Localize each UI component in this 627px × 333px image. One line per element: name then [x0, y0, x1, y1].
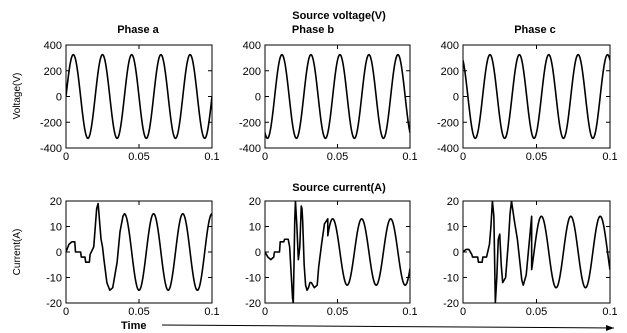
current-a-ytick-label: 0	[56, 247, 62, 259]
voltage-b-ytick-label: 0	[255, 92, 261, 104]
current-a-ytick-label: 20	[50, 196, 62, 208]
voltage-b-ytick-label: 400	[243, 40, 261, 52]
voltage-c-ytick-label: -400	[437, 143, 459, 155]
current-c-ytick-label: -20	[443, 298, 459, 310]
current-c-xtick-label: 0	[460, 306, 466, 318]
voltage-a-xtick-label: 0	[63, 151, 69, 163]
current-c-plot-frame	[462, 200, 611, 304]
current-b-xtick-label: 0.05	[327, 306, 348, 318]
current-c-xtick-label: 0.1	[602, 306, 617, 318]
phase-a-title: Phase a	[117, 24, 159, 36]
phase-b-title: Phase b	[292, 24, 334, 36]
current-b-ytick-label: 10	[249, 222, 261, 234]
current-axis-label: Current(A)	[12, 229, 23, 276]
current-b-plot-frame	[264, 200, 411, 304]
current-a-series-line	[66, 202, 212, 292]
current-group-title: Source current(A)	[292, 182, 386, 194]
voltage-axis-label: Voltage(V)	[12, 73, 23, 120]
voltage-b-xtick-label: 0.05	[327, 151, 348, 163]
voltage-b-ytick-label: -400	[239, 143, 261, 155]
current-b-ytick-label: -20	[245, 298, 261, 310]
current-b-xtick-label: 0	[262, 306, 268, 318]
voltage-b-series-line	[265, 53, 410, 140]
voltage-c-xtick-label: 0.1	[602, 151, 617, 163]
voltage-c-ytick-label: -200	[437, 117, 459, 129]
current-b-series-line	[265, 201, 410, 303]
current-a-ytick-label: -10	[46, 273, 62, 285]
voltage-c-series-line	[463, 53, 610, 140]
voltage-a-xtick-label: 0.1	[204, 151, 219, 163]
voltage-a-ytick-label: -200	[40, 117, 62, 129]
voltage-a-ytick-label: 0	[56, 92, 62, 104]
voltage-c-ytick-label: 0	[453, 92, 459, 104]
current-c-xtick-label: 0.05	[526, 306, 547, 318]
voltage-c-xtick-label: 0	[460, 151, 466, 163]
voltage-group-title: Source voltage(V)	[292, 10, 386, 22]
current-c-ytick-label: -10	[443, 273, 459, 285]
voltage-a-xtick-label: 0.05	[128, 151, 149, 163]
time-axis-arrow	[161, 324, 615, 331]
current-a-ytick-label: -20	[46, 298, 62, 310]
phase-c-title: Phase c	[514, 24, 556, 36]
current-c-series-line	[463, 201, 610, 303]
voltage-b-ytick-label: 200	[243, 66, 261, 78]
voltage-b-ytick-label: -200	[239, 117, 261, 129]
voltage-c-xtick-label: 0.05	[526, 151, 547, 163]
voltage-b-xtick-label: 0.1	[402, 151, 417, 163]
current-b-ytick-label: 20	[249, 196, 261, 208]
time-axis-label: Time	[121, 320, 146, 332]
voltage-c-ytick-label: 200	[441, 66, 459, 78]
current-a-xtick-label: 0.1	[204, 306, 219, 318]
current-c-ytick-label: 0	[453, 247, 459, 259]
current-a-ytick-label: 10	[50, 222, 62, 234]
current-b-xtick-label: 0.1	[402, 306, 417, 318]
current-a-xtick-label: 0	[63, 306, 69, 318]
voltage-a-ytick-label: 400	[44, 40, 62, 52]
voltage-a-series-line	[66, 53, 212, 140]
voltage-b-xtick-label: 0	[262, 151, 268, 163]
current-b-ytick-label: 0	[255, 247, 261, 259]
voltage-c-ytick-label: 400	[441, 40, 459, 52]
current-b-ytick-label: -10	[245, 273, 261, 285]
voltage-a-ytick-label: -400	[40, 143, 62, 155]
current-a-xtick-label: 0.05	[128, 306, 149, 318]
current-c-ytick-label: 20	[447, 196, 459, 208]
voltage-a-ytick-label: 200	[44, 66, 62, 78]
current-c-ytick-label: 10	[447, 222, 459, 234]
